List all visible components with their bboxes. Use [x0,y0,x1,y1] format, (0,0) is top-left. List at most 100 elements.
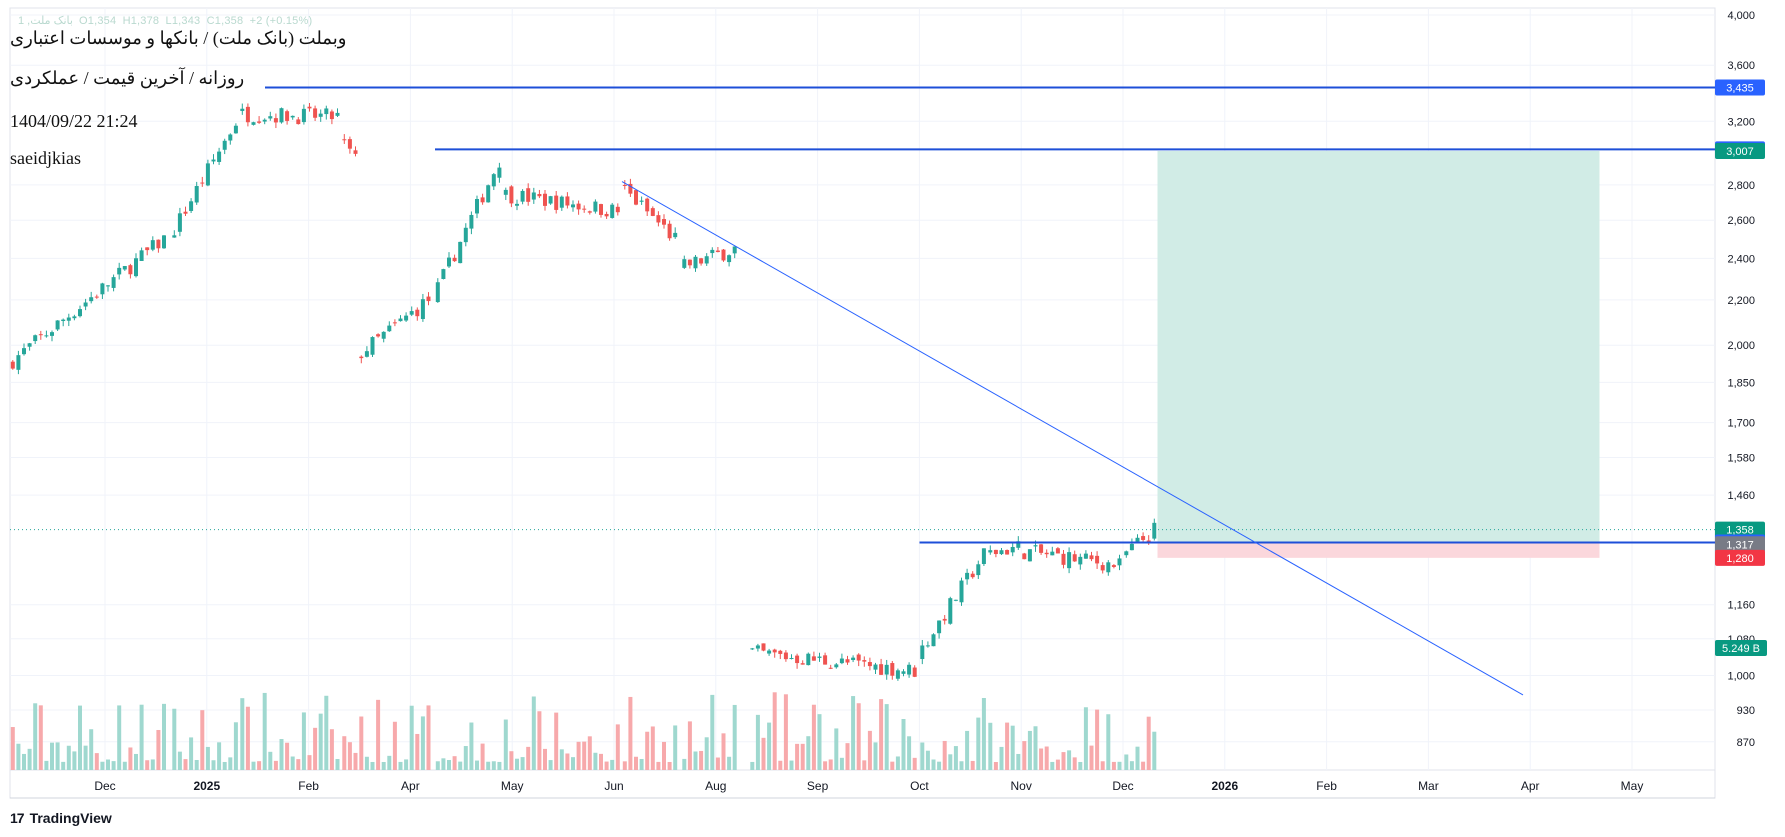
volume-bar [778,760,783,770]
price-label-box [1715,521,1765,538]
candle-body [503,189,508,195]
candle-body [251,122,256,125]
candle-body [615,206,620,213]
volume-bar [920,742,925,770]
chart-author: saeidjkias [10,148,81,168]
candle-body [156,239,161,249]
candle-body [554,195,559,210]
volume-bar [767,722,772,770]
candle-body [1146,540,1151,542]
volume-bar [1146,716,1151,770]
volume-bar [999,746,1004,770]
volume-bar [682,758,687,770]
volume-bar [543,748,547,770]
candle-body [610,204,615,218]
candle-body [78,309,82,317]
y-tick-label: 870 [1737,737,1755,749]
axes: 4,000 3,600 3,200 2,800 2,600 2,400 2,200 2,000… [94,10,1767,793]
volume-bar [1061,752,1066,770]
candle-body [732,246,737,254]
candle-body [27,343,32,347]
volume-bar [587,736,592,770]
candle-body [228,134,233,141]
volume-bar [937,761,942,770]
volume-bar [732,704,737,770]
candle-body [296,119,301,125]
volume-bar [420,716,425,770]
candle-body [823,655,828,665]
candle-body [999,550,1004,555]
candle-body [901,671,906,674]
candle-body [811,656,816,661]
x-tick-label: Apr [401,779,420,793]
candle-body [873,664,878,670]
volume-bar [571,757,575,770]
candle-body [531,192,536,200]
volume-bars [10,692,1157,770]
volume-bar [435,761,440,770]
volume-label-box [1715,640,1767,656]
candle-body [194,186,199,203]
volume-bar [931,759,936,770]
candle-body [145,247,150,251]
candle-body [920,645,925,660]
volume-bar [890,761,895,770]
volume-bar [279,739,284,770]
drawing-lines [10,86,1715,696]
candle-body [884,664,889,675]
candle-body [100,283,105,295]
volume-bar [22,753,26,770]
y-tick-label: 1,160 [1727,600,1755,612]
tradingview-brand[interactable]: 17 TradingView [10,810,112,826]
ohlc-readout: 1 ,بانک ملت O1,354 H1,378 L1,343 C1,358 … [18,14,315,27]
chart-timestamp: 1404/09/22 21:24 [10,111,138,131]
candle-body [1050,551,1055,556]
candle-body [565,196,570,206]
volume-bar [693,751,698,770]
candle-body [72,316,77,319]
volume-bar [503,719,508,770]
volume-bar [72,751,77,770]
candle-body [687,259,692,266]
volume-bar [656,761,661,770]
candle-body [767,650,772,654]
candle-body [273,118,278,123]
candle-body [673,232,678,238]
candle-body [907,664,912,675]
candle-body [307,106,312,109]
candle-body [599,204,603,215]
candle-body [1095,555,1100,564]
candle-body [937,620,942,634]
volume-bar [447,760,451,770]
volume-bar [1135,746,1140,770]
volume-bar [486,761,491,770]
volume-bar [715,757,720,770]
volume-bar [296,759,301,770]
candle-body [845,659,850,663]
volume-bar [426,705,431,770]
candle-body [1124,551,1129,556]
candle-body [111,277,116,288]
volume-bar [347,742,352,770]
candle-body [537,194,542,197]
position-zones [1157,150,1600,558]
x-tick-label: Aug [705,779,726,793]
high-value: H1,378 [122,15,160,27]
volume-bar [10,727,15,770]
volume-bar [463,746,468,770]
volume-bar [100,761,105,770]
volume-bar [1083,707,1088,770]
candle-body [38,334,43,336]
candle-body [834,664,839,668]
volume-bar [981,697,986,770]
y-tick-label: 2,200 [1727,295,1755,307]
y-tick-label: 2,800 [1727,180,1755,192]
volume-bar [628,696,633,770]
volume-bar [387,755,392,770]
candle-body [656,215,661,223]
candle-body [862,660,867,662]
candle-body [520,190,525,202]
candle-body [783,652,788,660]
candle-body [587,211,592,213]
